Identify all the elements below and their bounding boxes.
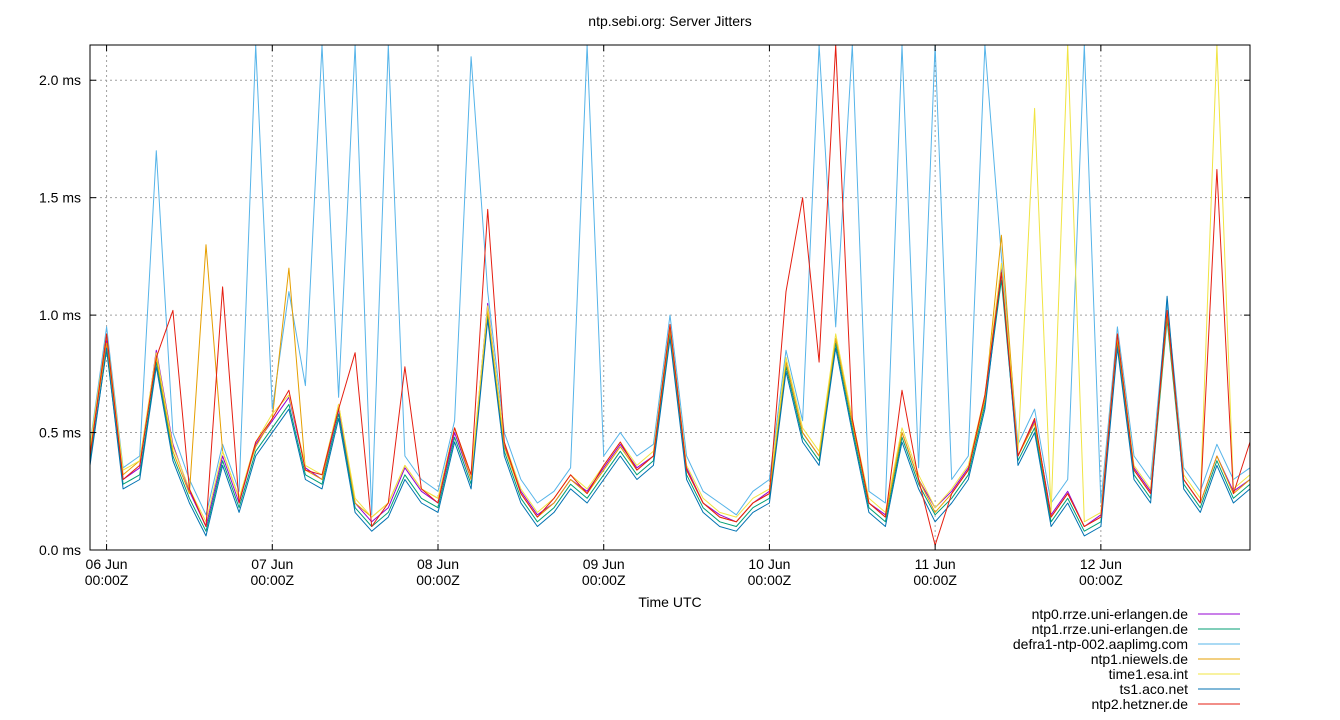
series-line — [89, 267, 1251, 527]
x-tick-sublabel: 00:00Z — [582, 572, 626, 588]
x-tick-sublabel: 00:00Z — [748, 572, 792, 588]
legend-label: ntp1.niewels.de — [1091, 651, 1189, 667]
x-tick-sublabel: 00:00Z — [1079, 572, 1123, 588]
x-tick-label: 12 Jun — [1080, 556, 1122, 572]
legend-label: time1.esa.int — [1109, 666, 1188, 682]
x-tick-label: 11 Jun — [915, 556, 956, 572]
x-tick-sublabel: 00:00Z — [416, 572, 460, 588]
x-axis-label: Time UTC — [638, 594, 701, 610]
x-tick-label: 10 Jun — [748, 556, 790, 572]
series-line — [89, 44, 1251, 516]
series-line — [89, 44, 1251, 523]
series-lines — [89, 44, 1251, 546]
plot-frame — [89, 44, 1251, 551]
x-tick-label: 08 Jun — [417, 556, 459, 572]
series-line — [89, 272, 1251, 537]
legend-label: defra1-ntp-002.aaplimg.com — [1013, 636, 1188, 652]
y-tick-label: 0.0 ms — [39, 542, 81, 558]
series-line — [89, 44, 1251, 546]
x-tick-sublabel: 00:00Z — [85, 572, 129, 588]
x-tick-label: 06 Jun — [86, 556, 128, 572]
legend: ntp0.rrze.uni-erlangen.dentp1.rrze.uni-e… — [1013, 606, 1240, 712]
y-tick-label: 1.0 ms — [39, 307, 81, 323]
y-tick-label: 1.5 ms — [39, 190, 81, 206]
y-tick-label: 0.5 ms — [39, 425, 81, 441]
legend-label: ntp1.rrze.uni-erlangen.de — [1032, 621, 1189, 637]
legend-label: ts1.aco.net — [1120, 681, 1189, 697]
x-tick-label: 07 Jun — [251, 556, 293, 572]
x-tick-sublabel: 00:00Z — [913, 572, 957, 588]
y-tick-label: 2.0 ms — [39, 72, 81, 88]
x-tick-label: 09 Jun — [583, 556, 625, 572]
series-line — [89, 279, 1251, 532]
legend-label: ntp2.hetzner.de — [1091, 696, 1188, 712]
chart-title: ntp.sebi.org: Server Jitters — [588, 13, 751, 29]
legend-label: ntp0.rrze.uni-erlangen.de — [1032, 606, 1189, 622]
x-tick-sublabel: 00:00Z — [250, 572, 294, 588]
